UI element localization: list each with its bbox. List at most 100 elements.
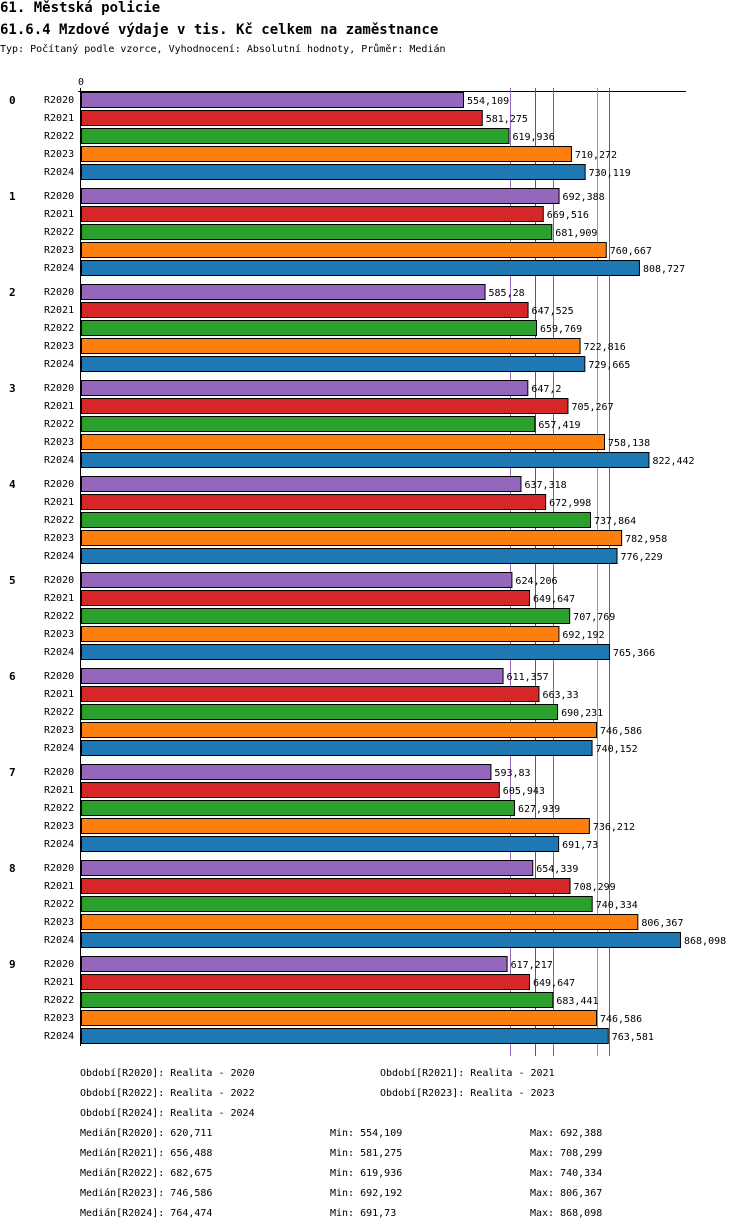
series-label-r2024: R2024 xyxy=(44,551,74,562)
legend-period-r2023: Období[R2023]: Realita - 2023 xyxy=(380,1088,555,1099)
value-label-1-r2021: 669,516 xyxy=(547,210,589,221)
stat-max-r2021: Max: 708,299 xyxy=(530,1148,603,1159)
series-label-r2022: R2022 xyxy=(44,227,74,238)
bar-8-r2020 xyxy=(81,860,534,876)
bar-0-r2020 xyxy=(81,92,464,108)
series-label-r2022: R2022 xyxy=(44,803,74,814)
value-label-4-r2022: 737,864 xyxy=(594,516,636,527)
value-label-6-r2024: 740,152 xyxy=(596,744,638,755)
bar-chart: 0 0 R2020 554,109 R2021 581,275 R2022 619,936 R2… xyxy=(9,77,726,1056)
bar-8-r2024 xyxy=(81,932,681,948)
series-label-r2023: R2023 xyxy=(44,341,74,352)
series-label-r2020: R2020 xyxy=(44,575,74,586)
value-label-3-r2024: 822,442 xyxy=(652,456,694,467)
value-label-2-r2022: 659,769 xyxy=(540,324,582,335)
stat-max-r2023: Max: 806,367 xyxy=(530,1188,603,1199)
bar-9-r2024 xyxy=(81,1028,609,1044)
bar-0-r2022 xyxy=(81,128,510,144)
bar-4-r2021 xyxy=(81,494,547,510)
stat-median-r2021: Medián[R2021]: 656,488 xyxy=(80,1148,213,1159)
value-label-5-r2021: 649,647 xyxy=(533,594,575,605)
series-label-r2020: R2020 xyxy=(44,95,74,106)
series-label-r2020: R2020 xyxy=(44,959,74,970)
value-label-7-r2020: 593,83 xyxy=(494,768,530,779)
bar-6-r2023 xyxy=(81,722,598,738)
bar-6-r2021 xyxy=(81,686,540,702)
stat-max-r2024: Max: 868,098 xyxy=(530,1208,603,1219)
series-label-r2024: R2024 xyxy=(44,743,74,754)
bar-1-r2020 xyxy=(81,188,560,204)
value-label-7-r2023: 736,212 xyxy=(593,822,635,833)
bar-1-r2022 xyxy=(81,224,553,240)
value-label-4-r2023: 782,958 xyxy=(625,534,667,545)
series-label-r2024: R2024 xyxy=(44,263,74,274)
stat-min-r2023: Min: 692,192 xyxy=(330,1188,403,1199)
legend-period-r2020: Období[R2020]: Realita - 2020 xyxy=(80,1068,255,1079)
series-label-r2022: R2022 xyxy=(44,995,74,1006)
value-label-3-r2022: 657,419 xyxy=(538,420,580,431)
stat-max-r2020: Max: 692,388 xyxy=(530,1128,603,1139)
series-label-r2024: R2024 xyxy=(44,359,74,370)
bar-2-r2024 xyxy=(81,356,586,372)
value-label-7-r2022: 627,939 xyxy=(518,804,560,815)
bar-0-r2024 xyxy=(81,164,586,180)
stat-median-r2023: Medián[R2023]: 746,586 xyxy=(80,1188,213,1199)
value-label-3-r2023: 758,138 xyxy=(608,438,650,449)
value-label-2-r2023: 722,816 xyxy=(584,342,626,353)
series-label-r2021: R2021 xyxy=(44,497,74,508)
series-label-r2022: R2022 xyxy=(44,419,74,430)
group-label-0: 0 xyxy=(9,94,16,107)
series-label-r2021: R2021 xyxy=(44,113,74,124)
bar-6-r2020 xyxy=(81,668,504,684)
chart-title: 61. Městská policie xyxy=(0,0,161,16)
value-label-0-r2021: 581,275 xyxy=(486,114,528,125)
bar-8-r2022 xyxy=(81,896,593,912)
bar-2-r2021 xyxy=(81,302,529,318)
series-label-r2023: R2023 xyxy=(44,821,74,832)
bar-9-r2021 xyxy=(81,974,531,990)
bar-5-r2024 xyxy=(81,644,610,660)
value-label-5-r2020: 624,206 xyxy=(515,576,557,587)
series-label-r2023: R2023 xyxy=(44,437,74,448)
bar-2-r2023 xyxy=(81,338,581,354)
value-label-6-r2022: 690,231 xyxy=(561,708,603,719)
value-label-8-r2024: 868,098 xyxy=(684,936,726,947)
value-label-9-r2023: 746,586 xyxy=(600,1014,642,1025)
series-label-r2020: R2020 xyxy=(44,479,74,490)
chart-subtitle: 61.6.4 Mzdové výdaje v tis. Kč celkem na… xyxy=(0,22,439,38)
value-label-9-r2021: 649,647 xyxy=(533,978,575,989)
bar-5-r2022 xyxy=(81,608,571,624)
value-label-0-r2022: 619,936 xyxy=(512,132,554,143)
group-label-9: 9 xyxy=(9,958,16,971)
value-label-7-r2021: 605,943 xyxy=(503,786,545,797)
value-label-9-r2024: 763,581 xyxy=(612,1032,654,1043)
series-label-r2021: R2021 xyxy=(44,689,74,700)
series-label-r2022: R2022 xyxy=(44,515,74,526)
bar-8-r2023 xyxy=(81,914,639,930)
bar-0-r2021 xyxy=(81,110,483,126)
value-label-3-r2020: 647,2 xyxy=(531,384,561,395)
bar-9-r2020 xyxy=(81,956,508,972)
value-label-5-r2022: 707,769 xyxy=(573,612,615,623)
series-label-r2022: R2022 xyxy=(44,131,74,142)
value-label-0-r2020: 554,109 xyxy=(467,96,509,107)
series-label-r2022: R2022 xyxy=(44,611,74,622)
value-label-1-r2024: 808,727 xyxy=(643,264,685,275)
series-label-r2020: R2020 xyxy=(44,287,74,298)
bar-3-r2021 xyxy=(81,398,569,414)
stat-min-r2022: Min: 619,936 xyxy=(330,1168,403,1179)
bar-6-r2022 xyxy=(81,704,559,720)
bar-4-r2023 xyxy=(81,530,623,546)
stat-median-r2020: Medián[R2020]: 620,711 xyxy=(80,1128,213,1139)
series-label-r2022: R2022 xyxy=(44,707,74,718)
value-label-6-r2021: 663,33 xyxy=(542,690,578,701)
stat-max-r2022: Max: 740,334 xyxy=(530,1168,603,1179)
stat-min-r2020: Min: 554,109 xyxy=(330,1128,403,1139)
series-label-r2020: R2020 xyxy=(44,863,74,874)
bar-7-r2024 xyxy=(81,836,560,852)
bar-5-r2023 xyxy=(81,626,560,642)
value-label-8-r2021: 708,299 xyxy=(574,882,616,893)
value-label-1-r2022: 681,909 xyxy=(555,228,597,239)
group-label-7: 7 xyxy=(9,766,16,779)
bar-4-r2022 xyxy=(81,512,591,528)
